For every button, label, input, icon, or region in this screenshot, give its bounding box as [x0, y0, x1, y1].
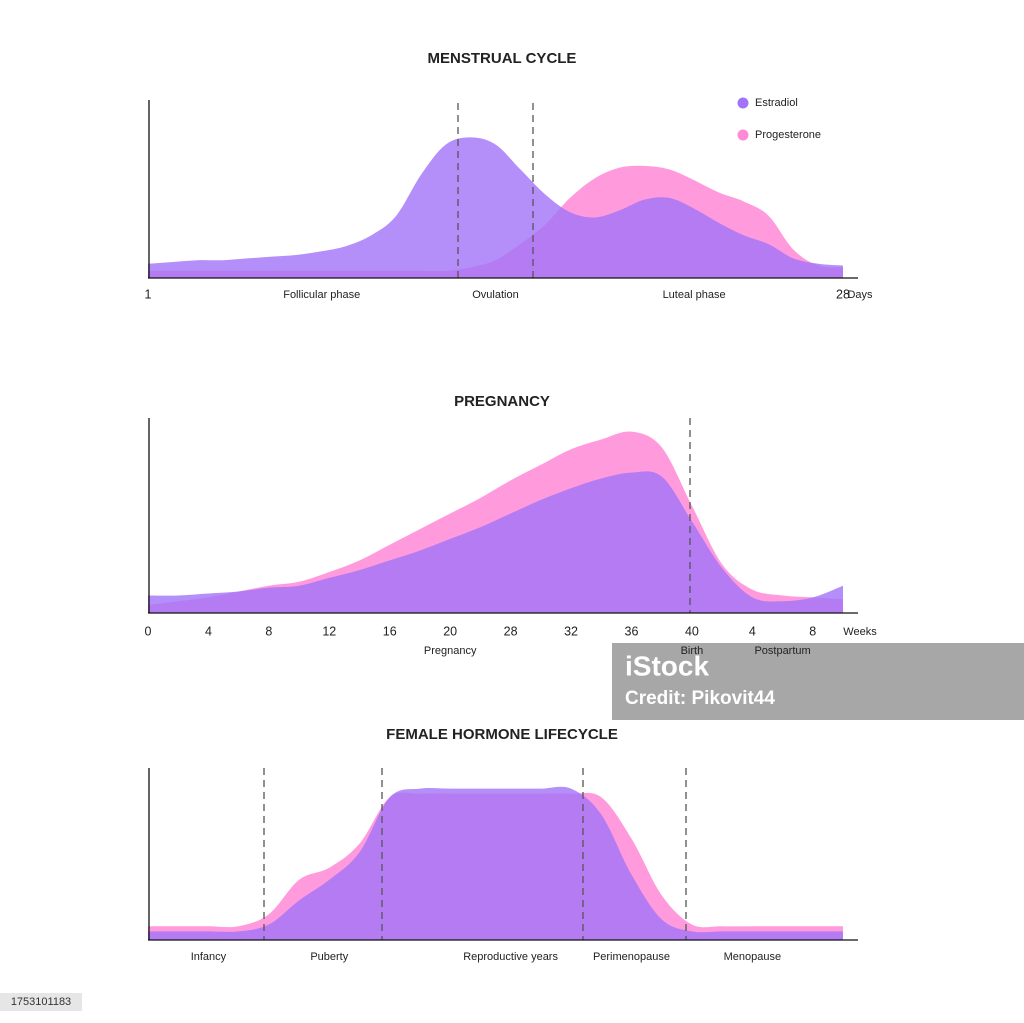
legend-marker: [737, 97, 749, 109]
watermark-credit: Credit: Pikovit44: [625, 688, 775, 709]
x-tick-label: 40: [685, 624, 699, 638]
x-tick-label: Perimenopause: [593, 951, 670, 963]
hormone-area: [148, 786, 843, 940]
x-tick-label: 1: [145, 287, 152, 301]
x-tick-label: Ovulation: [472, 289, 518, 301]
x-tick-label: 36: [625, 624, 639, 638]
legend-label: Progesterone: [755, 129, 821, 141]
chart-areas: [148, 137, 843, 940]
phase-label: Postpartum: [754, 645, 810, 657]
x-tick-label: 28: [836, 287, 850, 301]
watermark-brand: iStock: [625, 650, 709, 681]
watermark-box: [612, 643, 1024, 720]
x-tick-label: 12: [322, 624, 336, 638]
image-id: 1753101183: [11, 996, 71, 1008]
chart-title: MENSTRUAL CYCLE: [428, 50, 577, 67]
phase-label: Pregnancy: [424, 645, 477, 657]
legend-marker: [737, 129, 749, 141]
x-tick-label: 20: [443, 624, 457, 638]
chart-title: FEMALE HORMONE LIFECYCLE: [386, 726, 618, 743]
phase-label: Birth: [681, 645, 704, 657]
hormone-area: [148, 471, 843, 613]
x-tick-label: 32: [564, 624, 578, 638]
x-tick-label: Reproductive years: [463, 951, 558, 963]
chart-title: PREGNANCY: [454, 393, 550, 410]
x-tick-label: 8: [809, 624, 816, 638]
x-tick-label: 28: [504, 624, 518, 638]
x-tick-label: Menopause: [724, 951, 782, 963]
x-tick-label: Infancy: [191, 951, 227, 963]
x-tick-label: 16: [383, 624, 397, 638]
x-axis-label: Days: [847, 289, 873, 301]
x-tick-label: 8: [265, 624, 272, 638]
id-box: [0, 993, 82, 1011]
x-tick-label: Follicular phase: [283, 289, 360, 301]
x-axis-label: Weeks: [843, 626, 877, 638]
x-tick-label: Puberty: [310, 951, 348, 963]
legend-label: Estradiol: [755, 97, 798, 109]
x-tick-label: 4: [205, 624, 212, 638]
x-tick-label: Luteal phase: [663, 289, 726, 301]
x-tick-label: 4: [749, 624, 756, 638]
hormone-area: [148, 137, 843, 278]
x-tick-label: 0: [145, 624, 152, 638]
